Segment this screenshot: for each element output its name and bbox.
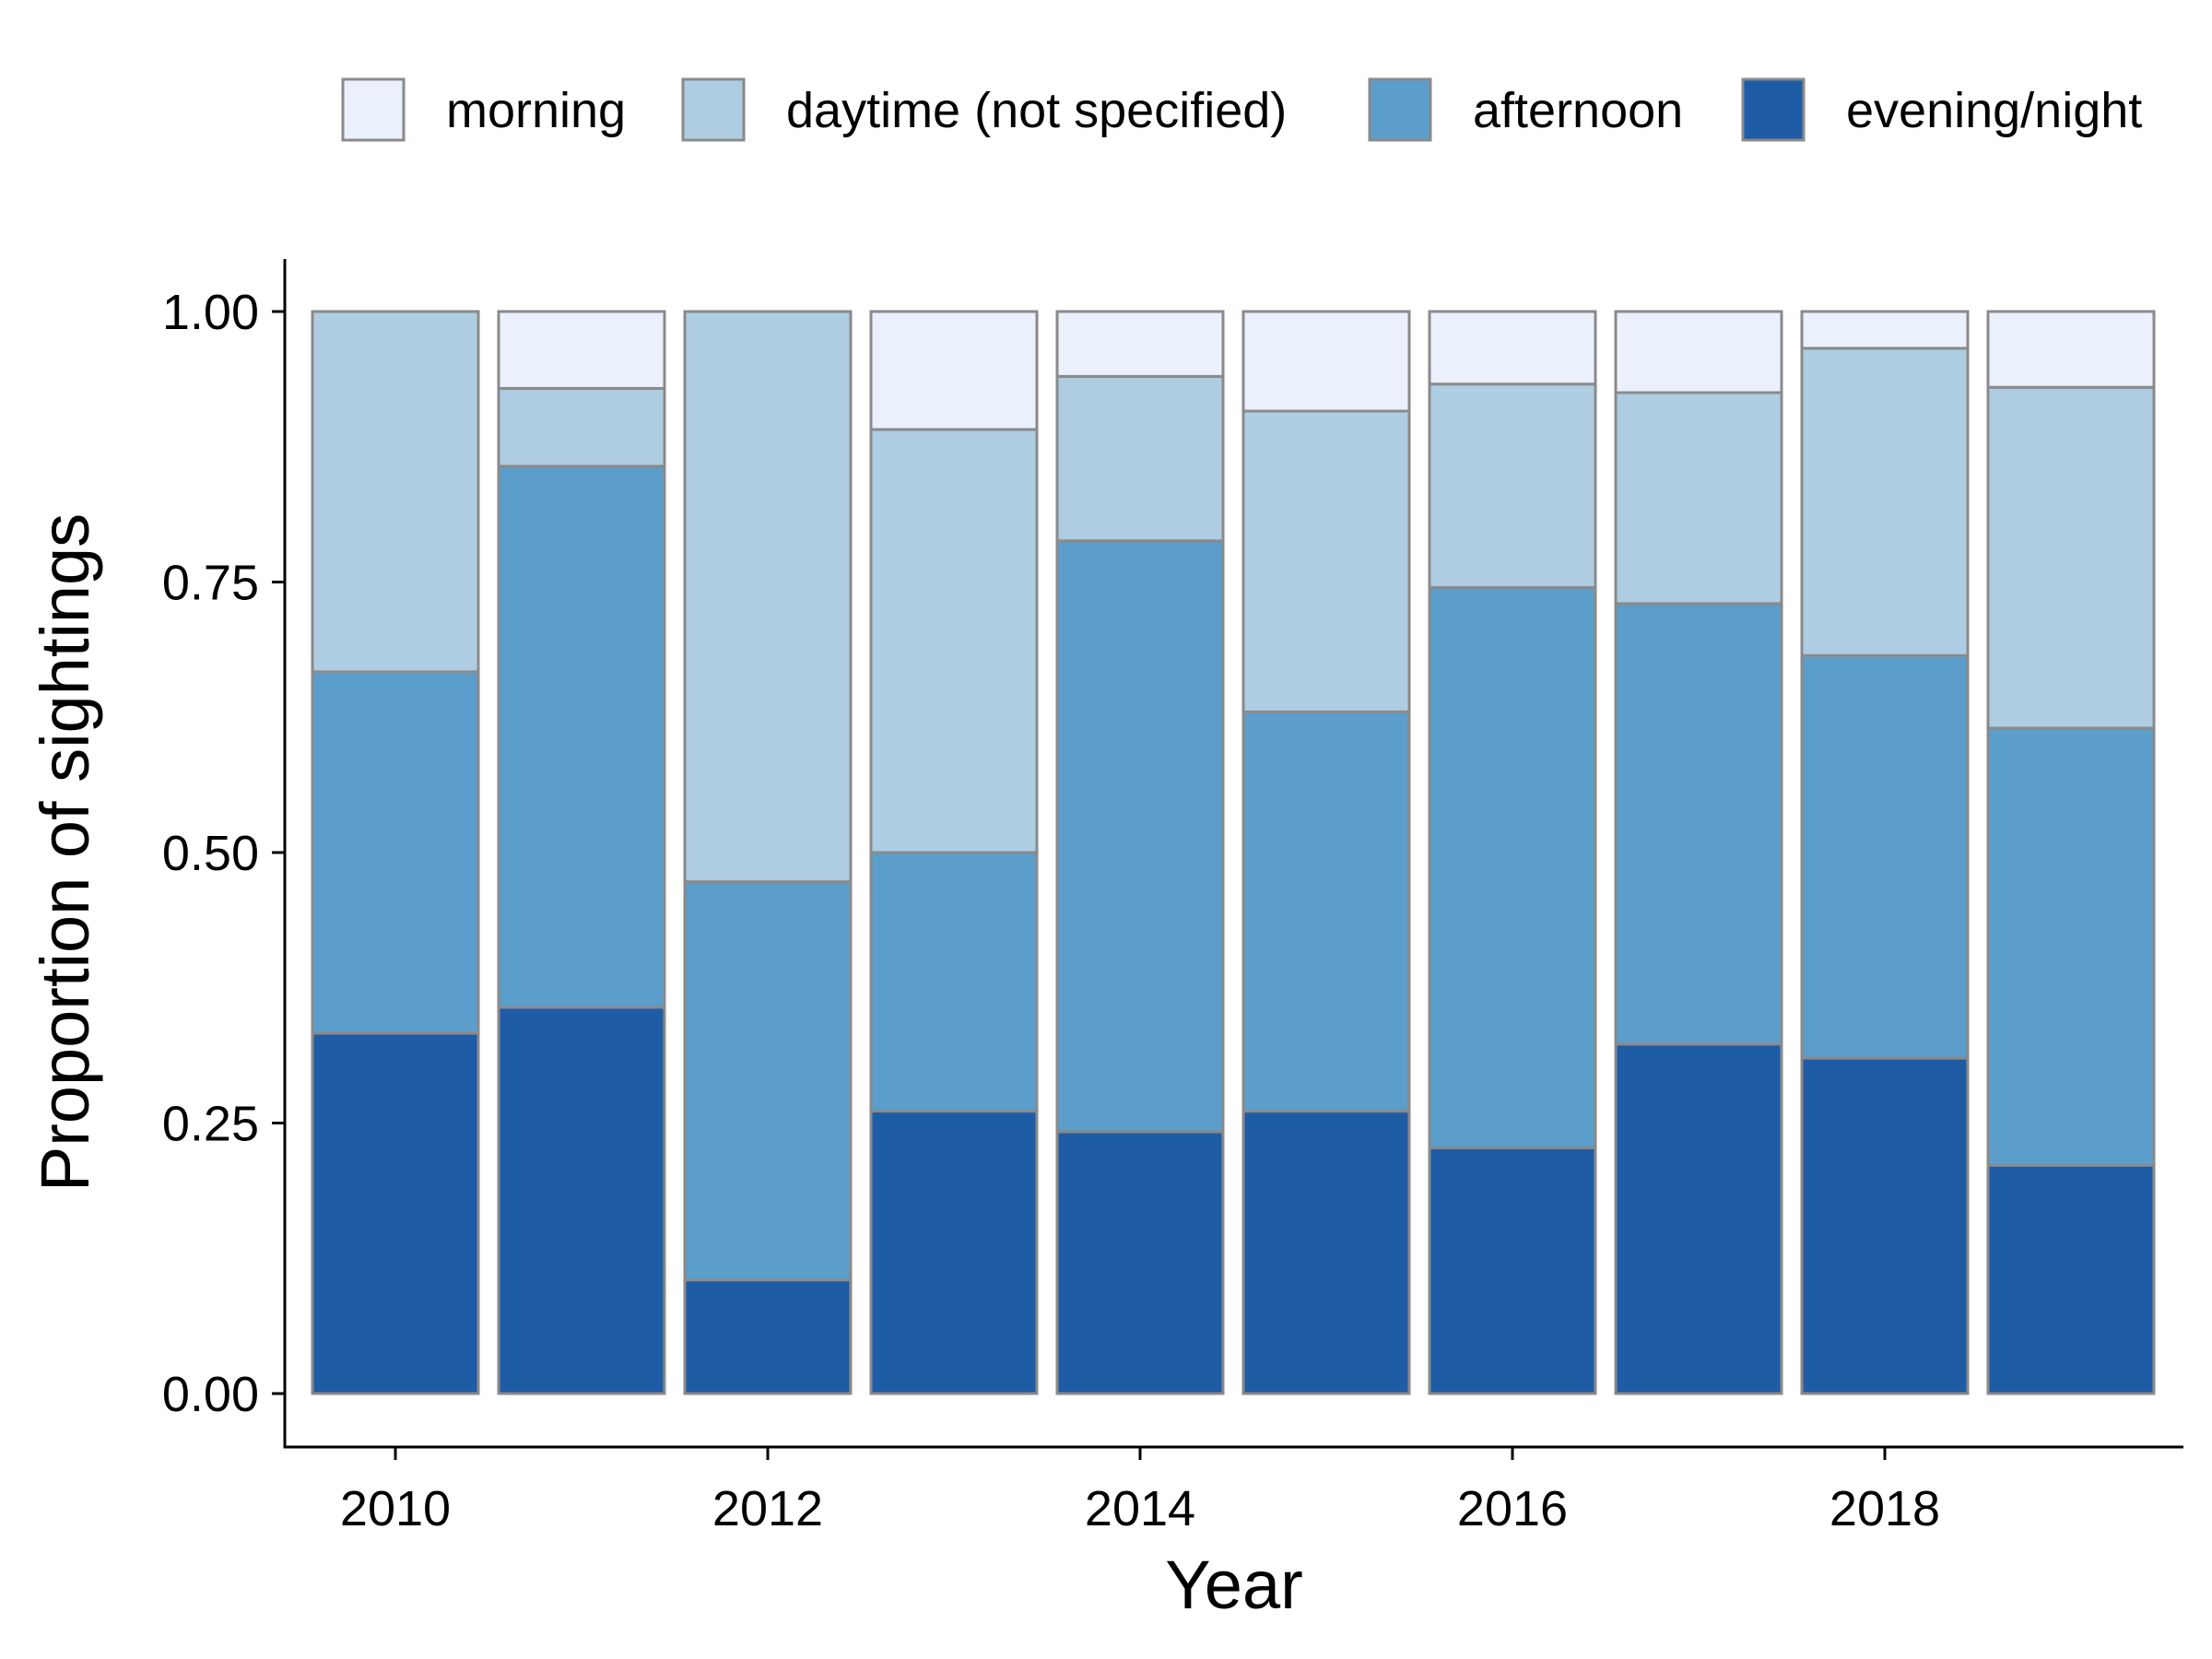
bar-segment-2019-morning bbox=[1986, 310, 2156, 389]
x-tick-label: 2018 bbox=[1830, 1481, 1940, 1536]
bar-segment-2011-afternoon bbox=[497, 465, 666, 1009]
bar-segment-2013-afternoon bbox=[869, 851, 1039, 1113]
y-tick-label: 0.00 bbox=[162, 1367, 259, 1422]
legend-label: morning bbox=[446, 83, 626, 138]
x-tick-label: 2010 bbox=[340, 1481, 451, 1536]
bar-segment-2015-afternoon bbox=[1241, 710, 1411, 1113]
bar-segment-2019-afternoon bbox=[1986, 726, 2156, 1167]
bar-segment-2018-evening-night bbox=[1800, 1056, 1970, 1395]
bar-segment-2017-evening-night bbox=[1614, 1042, 1783, 1395]
bar-segment-2016-evening-night bbox=[1428, 1147, 1597, 1395]
axes-group: 0.00 0.25 0.50 0.75 1.00 2010 2012 2014 2016 2018 bbox=[162, 259, 2183, 1536]
x-tick-label: 2014 bbox=[1085, 1481, 1195, 1536]
bar-segment-2010-daytime-not-specified- bbox=[311, 310, 480, 674]
bar-segment-2013-evening-night bbox=[869, 1110, 1039, 1395]
bar-segment-2013-morning bbox=[869, 310, 1039, 431]
bar-segment-2012-evening-night bbox=[683, 1278, 853, 1395]
y-axis-title: Proportion of sightings bbox=[27, 513, 103, 1192]
y-tick-label: 0.25 bbox=[162, 1097, 259, 1152]
bar-segment-2016-afternoon bbox=[1428, 585, 1597, 1149]
bar-segment-2012-afternoon bbox=[683, 880, 853, 1282]
y-tick-label: 1.00 bbox=[162, 285, 259, 340]
bar-segment-2015-evening-night bbox=[1241, 1110, 1411, 1395]
bar-segment-2011-daytime-not-specified- bbox=[497, 386, 666, 468]
y-tick-label: 0.75 bbox=[162, 556, 259, 611]
legend: morning daytime (not specified) afternoon e… bbox=[341, 77, 2142, 142]
bar-segment-2017-daytime-not-specified- bbox=[1614, 391, 1783, 606]
bars-group bbox=[311, 310, 2156, 1395]
legend-key-daytime-not-specified- bbox=[681, 77, 746, 142]
bar-segment-2015-morning bbox=[1241, 310, 1411, 413]
legend-label: daytime (not specified) bbox=[786, 83, 1287, 138]
bar-segment-2013-daytime-not-specified- bbox=[869, 428, 1039, 854]
bar-segment-2016-daytime-not-specified- bbox=[1428, 382, 1597, 589]
legend-label: evening/night bbox=[1846, 83, 2142, 138]
x-axis-title: Year bbox=[1165, 1547, 1303, 1623]
bar-segment-2011-morning bbox=[497, 310, 666, 390]
bar-segment-2018-afternoon bbox=[1800, 653, 1970, 1060]
bar-segment-2018-morning bbox=[1800, 310, 1970, 350]
bar-segment-2018-daytime-not-specified- bbox=[1800, 347, 1970, 657]
y-tick-label: 0.50 bbox=[162, 826, 259, 881]
legend-key-evening-night bbox=[1741, 77, 1806, 142]
x-tick-label: 2012 bbox=[712, 1481, 823, 1536]
bar-segment-2014-daytime-not-specified- bbox=[1055, 374, 1225, 543]
bar-segment-2012-daytime-not-specified- bbox=[683, 310, 853, 884]
bar-segment-2017-morning bbox=[1614, 310, 1783, 394]
bar-segment-2010-evening-night bbox=[311, 1031, 480, 1395]
bar-segment-2019-evening-night bbox=[1986, 1163, 2156, 1395]
bar-segment-2016-morning bbox=[1428, 310, 1597, 386]
legend-key-morning bbox=[341, 77, 406, 142]
bar-segment-2014-evening-night bbox=[1055, 1130, 1225, 1395]
legend-label: afternoon bbox=[1473, 83, 1683, 138]
bar-segment-2019-daytime-not-specified- bbox=[1986, 385, 2156, 730]
bar-segment-2017-afternoon bbox=[1614, 602, 1783, 1046]
legend-key-afternoon bbox=[1368, 77, 1432, 142]
bar-segment-2014-morning bbox=[1055, 310, 1225, 378]
bar-segment-2010-afternoon bbox=[311, 670, 480, 1035]
x-tick-label: 2016 bbox=[1457, 1481, 1568, 1536]
bar-segment-2011-evening-night bbox=[497, 1006, 666, 1395]
bar-segment-2015-daytime-not-specified- bbox=[1241, 409, 1411, 713]
bar-segment-2014-afternoon bbox=[1055, 539, 1225, 1134]
